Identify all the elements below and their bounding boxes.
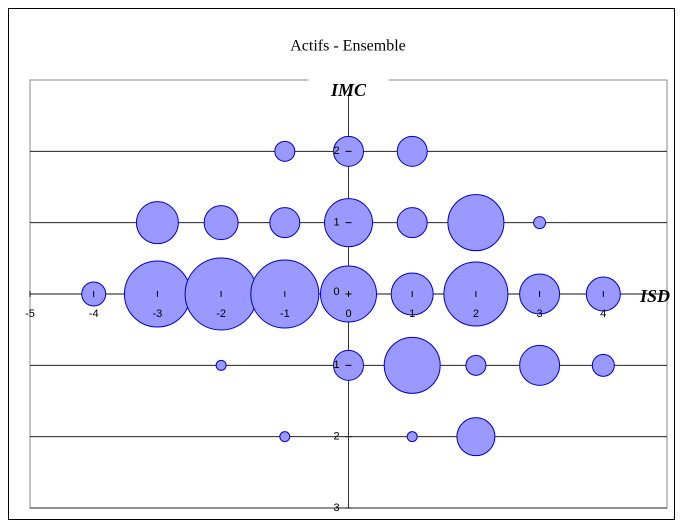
bubble [591, 353, 615, 377]
y-tick-label: 3 [333, 502, 339, 514]
bubble [203, 205, 239, 241]
x-tick-label: -4 [89, 308, 99, 320]
bubble [383, 336, 441, 394]
bubble [406, 431, 418, 443]
y-tick-label: 2 [333, 145, 339, 157]
y-tick-label: 2 [333, 431, 339, 443]
x-tick-label: 0 [345, 308, 351, 320]
x-tick-label: 3 [537, 308, 543, 320]
bubble [215, 359, 227, 371]
bubble [269, 207, 301, 239]
x-tick-label: -3 [153, 308, 163, 320]
y-tick-label: 1 [333, 359, 339, 371]
y-axis-label: IMC [330, 80, 367, 100]
bubble [456, 417, 496, 457]
label-bg [308, 70, 389, 94]
x-tick-label: -1 [280, 308, 290, 320]
x-tick-label: -5 [25, 308, 35, 320]
x-tick-label: 4 [600, 308, 606, 320]
x-tick-label: 2 [473, 308, 479, 320]
y-tick-label: 1 [333, 217, 339, 229]
bubble [279, 431, 291, 443]
bubble [135, 201, 179, 245]
bubble [396, 135, 428, 167]
bubble [447, 194, 505, 252]
bubble [465, 354, 487, 376]
x-tick-label: -2 [216, 308, 226, 320]
x-axis-label: ISD [639, 286, 670, 306]
bubble [396, 207, 428, 239]
y-tick-label: 0 [333, 286, 339, 298]
x-tick-label: 1 [409, 308, 415, 320]
bubble [533, 216, 547, 230]
bubble [519, 344, 561, 386]
chart-title: Actifs - Ensemble [290, 38, 406, 55]
bubble [274, 140, 296, 162]
